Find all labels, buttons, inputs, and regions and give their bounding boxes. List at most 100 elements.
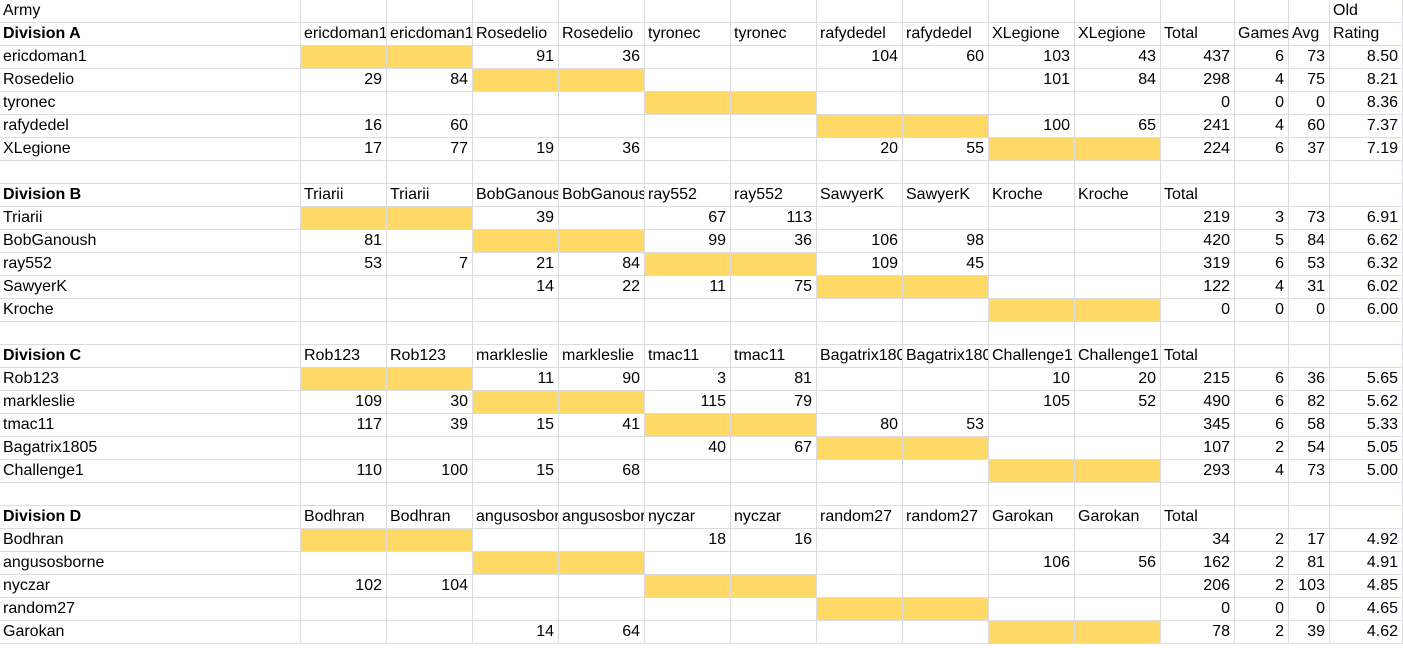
score-cell[interactable]: 80: [817, 414, 903, 437]
avg-cell[interactable]: 103: [1289, 575, 1330, 598]
opponent-header[interactable]: ericdoman1: [301, 23, 387, 46]
empty-cell[interactable]: [817, 0, 903, 23]
score-cell[interactable]: 15: [473, 414, 559, 437]
score-cell[interactable]: [301, 299, 387, 322]
score-cell[interactable]: [301, 92, 387, 115]
rating-cell[interactable]: 4.65: [1330, 598, 1403, 621]
rating-cell[interactable]: 6.02: [1330, 276, 1403, 299]
score-cell[interactable]: [817, 368, 903, 391]
score-cell[interactable]: [817, 69, 903, 92]
score-cell[interactable]: [301, 437, 387, 460]
empty-cell[interactable]: [1235, 0, 1289, 23]
total-cell[interactable]: 0: [1161, 598, 1235, 621]
self-match-cell[interactable]: [387, 46, 473, 69]
empty-cell[interactable]: [903, 322, 989, 345]
score-cell[interactable]: 39: [387, 414, 473, 437]
score-cell[interactable]: 22: [559, 276, 645, 299]
rating-cell[interactable]: 5.65: [1330, 368, 1403, 391]
opponent-header[interactable]: ray552: [645, 184, 731, 207]
player-name[interactable]: tmac11: [0, 414, 301, 437]
score-cell[interactable]: [387, 598, 473, 621]
self-match-cell[interactable]: [817, 115, 903, 138]
self-match-cell[interactable]: [903, 598, 989, 621]
score-cell[interactable]: 104: [817, 46, 903, 69]
rating-cell[interactable]: 6.62: [1330, 230, 1403, 253]
score-cell[interactable]: [301, 552, 387, 575]
opponent-header[interactable]: Bodhran: [301, 506, 387, 529]
player-name[interactable]: Bagatrix1805: [0, 437, 301, 460]
player-name[interactable]: angusosborne: [0, 552, 301, 575]
total-cell[interactable]: 319: [1161, 253, 1235, 276]
self-match-cell[interactable]: [301, 368, 387, 391]
score-cell[interactable]: 84: [1075, 69, 1161, 92]
score-cell[interactable]: 109: [301, 391, 387, 414]
empty-cell[interactable]: [989, 0, 1075, 23]
self-match-cell[interactable]: [301, 207, 387, 230]
games-cell[interactable]: 6: [1235, 414, 1289, 437]
empty-cell[interactable]: [559, 0, 645, 23]
empty-cell[interactable]: [1075, 0, 1161, 23]
games-cell[interactable]: 6: [1235, 138, 1289, 161]
opponent-header[interactable]: nyczar: [731, 506, 817, 529]
rating-header[interactable]: [1330, 345, 1403, 368]
games-cell[interactable]: 4: [1235, 115, 1289, 138]
opponent-header[interactable]: ray552: [731, 184, 817, 207]
score-cell[interactable]: 20: [1075, 368, 1161, 391]
score-cell[interactable]: 19: [473, 138, 559, 161]
opponent-header[interactable]: Triarii: [387, 184, 473, 207]
score-cell[interactable]: 103: [989, 46, 1075, 69]
empty-cell[interactable]: [559, 483, 645, 506]
avg-cell[interactable]: 37: [1289, 138, 1330, 161]
avg-header[interactable]: [1289, 506, 1330, 529]
empty-cell[interactable]: [1235, 483, 1289, 506]
self-match-cell[interactable]: [989, 621, 1075, 644]
opponent-header[interactable]: markleslie: [473, 345, 559, 368]
score-cell[interactable]: [903, 299, 989, 322]
total-cell[interactable]: 206: [1161, 575, 1235, 598]
empty-cell[interactable]: [387, 161, 473, 184]
empty-cell[interactable]: [1289, 161, 1330, 184]
self-match-cell[interactable]: [559, 230, 645, 253]
empty-cell[interactable]: [1330, 161, 1403, 184]
rating-cell[interactable]: 4.92: [1330, 529, 1403, 552]
avg-cell[interactable]: 82: [1289, 391, 1330, 414]
score-cell[interactable]: [473, 529, 559, 552]
opponent-header[interactable]: rafydedel: [903, 23, 989, 46]
avg-cell[interactable]: 0: [1289, 92, 1330, 115]
score-cell[interactable]: 10: [989, 368, 1075, 391]
avg-cell[interactable]: 54: [1289, 437, 1330, 460]
opponent-header[interactable]: BobGanoush: [559, 184, 645, 207]
rating-cell[interactable]: 4.91: [1330, 552, 1403, 575]
opponent-header[interactable]: Garokan: [1075, 506, 1161, 529]
score-cell[interactable]: 81: [301, 230, 387, 253]
self-match-cell[interactable]: [989, 138, 1075, 161]
total-cell[interactable]: 293: [1161, 460, 1235, 483]
total-cell[interactable]: 34: [1161, 529, 1235, 552]
games-cell[interactable]: 6: [1235, 46, 1289, 69]
score-cell[interactable]: 53: [301, 253, 387, 276]
score-cell[interactable]: 3: [645, 368, 731, 391]
rating-cell[interactable]: 5.33: [1330, 414, 1403, 437]
old-rating-label[interactable]: Old: [1330, 0, 1403, 23]
self-match-cell[interactable]: [387, 368, 473, 391]
score-cell[interactable]: 40: [645, 437, 731, 460]
rating-header[interactable]: Rating: [1330, 23, 1403, 46]
player-name[interactable]: Rosedelio: [0, 69, 301, 92]
rating-cell[interactable]: 5.62: [1330, 391, 1403, 414]
avg-cell[interactable]: 73: [1289, 46, 1330, 69]
score-cell[interactable]: [1075, 253, 1161, 276]
score-cell[interactable]: [903, 552, 989, 575]
games-cell[interactable]: 4: [1235, 69, 1289, 92]
score-cell[interactable]: [731, 621, 817, 644]
total-cell[interactable]: 345: [1161, 414, 1235, 437]
score-cell[interactable]: 102: [301, 575, 387, 598]
score-cell[interactable]: [1075, 598, 1161, 621]
score-cell[interactable]: 100: [387, 460, 473, 483]
score-cell[interactable]: [1075, 207, 1161, 230]
opponent-header[interactable]: tmac11: [645, 345, 731, 368]
empty-cell[interactable]: [301, 322, 387, 345]
self-match-cell[interactable]: [473, 552, 559, 575]
empty-cell[interactable]: [903, 161, 989, 184]
opponent-header[interactable]: Bodhran: [387, 506, 473, 529]
score-cell[interactable]: [817, 460, 903, 483]
